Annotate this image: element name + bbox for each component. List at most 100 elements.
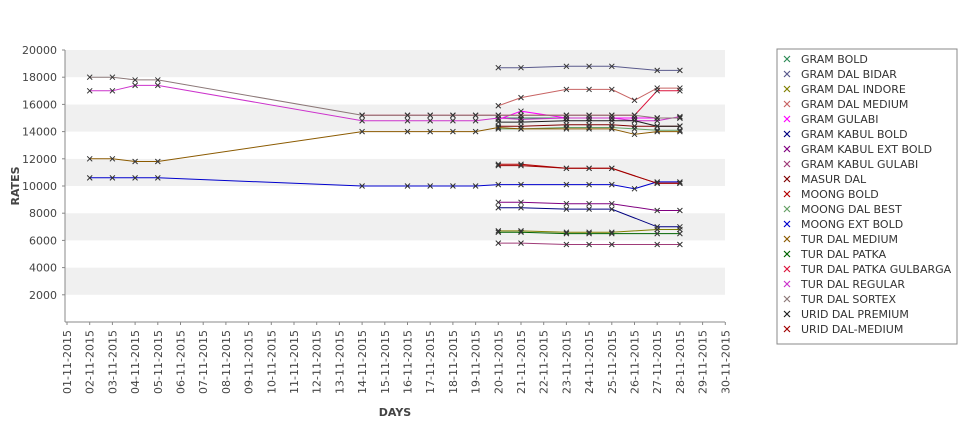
data-point xyxy=(608,86,615,93)
data-point xyxy=(563,63,570,70)
grid-band xyxy=(65,186,725,214)
x-tick-label: 16-11-2015 xyxy=(402,330,415,394)
data-point xyxy=(563,230,570,237)
data-point xyxy=(608,200,615,207)
data-point xyxy=(563,112,570,119)
x-tick-label: 10-11-2015 xyxy=(265,330,278,394)
data-point xyxy=(518,112,524,119)
data-point xyxy=(586,200,592,207)
data-point xyxy=(450,183,456,189)
data-point xyxy=(404,117,411,124)
series-line xyxy=(498,120,680,127)
legend-marker xyxy=(783,70,791,78)
data-point xyxy=(586,165,592,172)
data-point xyxy=(586,181,592,188)
legend-entry: TUR DAL MEDIUM xyxy=(800,233,898,246)
x-tick-label: 22-11-2015 xyxy=(538,330,551,394)
data-point xyxy=(518,126,524,132)
data-point xyxy=(654,223,661,230)
series-16 xyxy=(86,74,683,121)
data-point xyxy=(563,206,570,212)
data-point xyxy=(472,128,479,135)
data-point xyxy=(608,165,615,172)
data-point xyxy=(608,112,615,119)
data-point xyxy=(677,223,683,230)
data-point xyxy=(586,86,592,93)
legend-marker xyxy=(783,295,791,303)
data-point xyxy=(518,162,524,169)
data-point xyxy=(631,131,638,138)
legend-entry: GRAM GULABI xyxy=(801,113,879,126)
data-point xyxy=(495,64,502,71)
x-tick-label: 04-11-2015 xyxy=(129,330,142,394)
data-point xyxy=(608,230,615,237)
y-tick-label: 20000 xyxy=(22,44,57,57)
x-tick-label: 29-11-2015 xyxy=(697,330,710,394)
legend-marker xyxy=(783,265,791,273)
legend-marker xyxy=(783,205,791,213)
x-tick-label: 30-11-2015 xyxy=(719,330,732,394)
legend-entry: TUR DAL SORTEX xyxy=(800,293,896,306)
legend-marker xyxy=(783,250,791,258)
y-tick-label: 12000 xyxy=(22,153,57,166)
data-point xyxy=(654,87,661,94)
data-point xyxy=(586,112,592,119)
data-point xyxy=(518,64,524,71)
x-tick-label: 18-11-2015 xyxy=(447,330,460,394)
x-axis-label: DAYS xyxy=(379,406,412,419)
x-tick-label: 02-11-2015 xyxy=(84,330,97,394)
x-tick-label: 14-11-2015 xyxy=(356,330,369,394)
data-point xyxy=(109,174,116,181)
data-point xyxy=(654,123,661,130)
data-point xyxy=(132,82,138,89)
x-tick-label: 15-11-2015 xyxy=(379,330,392,394)
data-point xyxy=(563,200,570,207)
legend-marker xyxy=(783,145,791,153)
data-point xyxy=(677,230,683,237)
data-point xyxy=(495,162,502,169)
data-point xyxy=(677,180,683,187)
legend-entry: GRAM BOLD xyxy=(801,53,868,66)
data-point xyxy=(654,67,661,74)
data-point xyxy=(86,74,93,81)
legend-marker xyxy=(783,310,791,318)
y-axis: 2000 4000 6000 8000 10000 12000 14000 16000 1800… xyxy=(22,44,66,322)
data-point xyxy=(359,183,365,189)
data-point xyxy=(586,241,592,248)
series-1 xyxy=(495,63,683,74)
y-axis-label: RATES xyxy=(9,166,22,205)
grid-band xyxy=(65,267,725,295)
data-point xyxy=(677,123,683,130)
data-point xyxy=(86,155,93,162)
series-line xyxy=(498,87,680,107)
data-point xyxy=(404,183,411,189)
series-7 xyxy=(495,240,683,248)
x-tick-label: 11-11-2015 xyxy=(288,330,301,394)
data-point xyxy=(427,117,434,124)
x-tick-label: 01-11-2015 xyxy=(61,330,74,394)
data-point xyxy=(518,108,524,115)
series-5 xyxy=(495,204,683,230)
x-tick-label: 21-11-2015 xyxy=(515,330,528,394)
data-point xyxy=(109,155,116,162)
grid-band xyxy=(65,50,725,78)
x-tick-label: 28-11-2015 xyxy=(674,330,687,394)
data-point xyxy=(608,206,615,212)
legend-entry: MOONG BOLD xyxy=(801,188,879,201)
data-point xyxy=(495,102,502,109)
legend-entry: MOONG DAL BEST xyxy=(801,203,902,216)
legend-entry: GRAM KABUL BOLD xyxy=(801,128,908,141)
x-tick-label: 25-11-2015 xyxy=(606,330,619,394)
data-point xyxy=(677,87,683,94)
data-point xyxy=(654,207,661,214)
x-tick-label: 19-11-2015 xyxy=(470,330,483,394)
data-point xyxy=(563,241,570,248)
data-point xyxy=(495,181,502,188)
data-point xyxy=(586,63,592,70)
data-point xyxy=(154,158,161,165)
data-point xyxy=(109,74,116,81)
legend-box xyxy=(776,48,958,345)
x-tick-label: 05-11-2015 xyxy=(152,330,165,394)
data-point xyxy=(518,119,524,125)
data-point xyxy=(608,117,615,124)
